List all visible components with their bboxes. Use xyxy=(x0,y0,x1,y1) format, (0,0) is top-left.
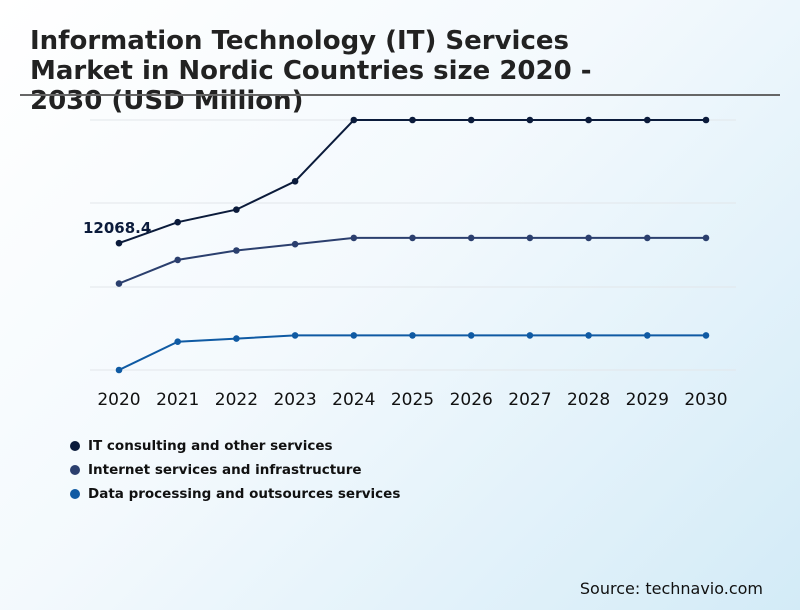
data-point xyxy=(585,234,592,242)
data-point xyxy=(115,239,123,247)
x-tick-label: 2023 xyxy=(273,390,316,410)
x-tick-label: 2029 xyxy=(626,390,669,410)
data-point xyxy=(174,256,181,264)
data-point xyxy=(526,234,534,242)
data-point xyxy=(467,234,475,242)
data-point xyxy=(409,332,416,339)
data-point xyxy=(467,116,475,124)
data-point xyxy=(291,332,299,339)
legend-item-it-consulting: IT consulting and other services xyxy=(70,434,400,458)
data-point xyxy=(350,116,358,124)
legend-item-internet-services: Internet services and infrastructure xyxy=(70,458,400,482)
data-point xyxy=(291,240,299,248)
x-tick-label: 2020 xyxy=(97,390,140,410)
data-point xyxy=(174,338,181,345)
line-chart: 2020 2021 2022 2023 2024 2025 2026 2027 2028 2029… xyxy=(83,116,736,410)
x-tick-label: 2024 xyxy=(332,390,375,410)
chart-title: Information Technology (IT) Services Mar… xyxy=(30,26,592,116)
data-point xyxy=(702,116,710,124)
legend-marker xyxy=(70,465,80,475)
data-point xyxy=(291,178,299,185)
data-point xyxy=(585,116,592,124)
x-tick-label: 2026 xyxy=(450,390,493,410)
data-point xyxy=(585,332,592,339)
data-point xyxy=(644,332,651,339)
legend: IT consulting and other services Interne… xyxy=(70,434,400,506)
data-point xyxy=(644,234,651,242)
series-line-3 xyxy=(118,334,706,371)
x-tick-label: 2027 xyxy=(508,390,551,410)
data-point xyxy=(115,366,123,374)
data-point xyxy=(174,218,181,226)
legend-label: Data processing and outsources services xyxy=(88,486,401,502)
data-point xyxy=(702,234,710,242)
legend-label: IT consulting and other services xyxy=(88,438,333,454)
data-point xyxy=(702,332,710,339)
data-point xyxy=(409,116,416,124)
data-point xyxy=(644,116,651,124)
legend-label: Internet services and infrastructure xyxy=(88,462,362,478)
series-line-2 xyxy=(118,236,706,285)
data-point xyxy=(409,234,416,242)
data-point xyxy=(526,116,534,124)
data-label: 12068.4 xyxy=(83,219,151,237)
data-point xyxy=(350,234,358,242)
series-line-1 xyxy=(118,119,706,245)
data-labels: 12068.4 xyxy=(83,219,151,237)
data-point xyxy=(467,332,475,339)
data-point xyxy=(233,206,240,213)
legend-item-data-processing: Data processing and outsources services xyxy=(70,482,400,506)
data-point xyxy=(233,247,240,254)
data-point xyxy=(526,332,534,339)
x-tick-label: 2028 xyxy=(567,390,610,410)
source-note: Source: technavio.com xyxy=(579,579,763,598)
x-tick-label: 2025 xyxy=(391,390,434,410)
legend-marker xyxy=(70,441,80,451)
x-tick-label: 2021 xyxy=(156,390,199,410)
x-tick-label: 2030 xyxy=(684,390,727,410)
data-point xyxy=(115,280,123,287)
title-divider xyxy=(20,94,780,96)
data-point xyxy=(350,332,358,339)
series-points xyxy=(115,116,710,374)
data-point xyxy=(233,335,240,342)
x-tick-label: 2022 xyxy=(215,390,258,410)
legend-marker xyxy=(70,489,80,499)
x-axis-ticks: 2020 2021 2022 2023 2024 2025 2026 2027 2028 2029… xyxy=(97,390,727,410)
